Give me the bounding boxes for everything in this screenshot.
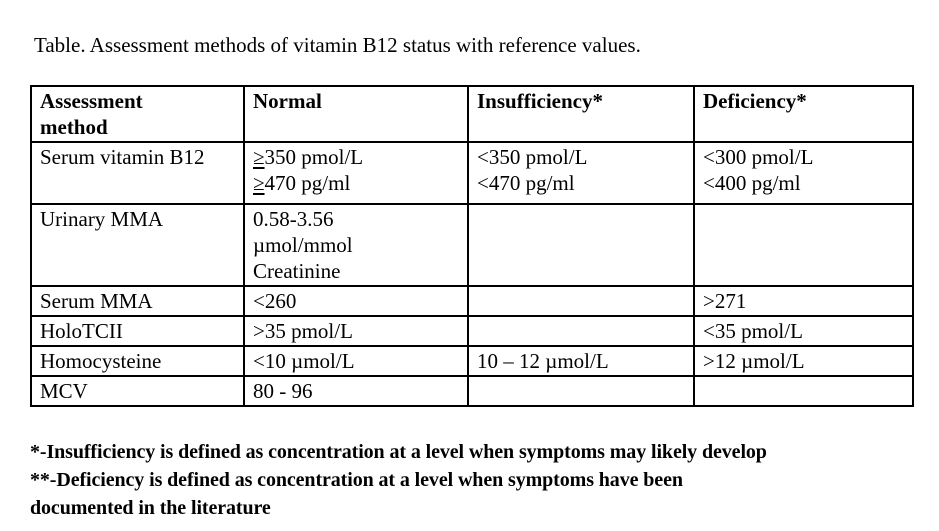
cell-insufficiency: <350 pmol/L <470 pg/ml <box>467 141 695 205</box>
cell-method: Serum vitamin B12 <box>30 141 245 205</box>
cell-normal: >35 pmol/L <box>243 315 469 347</box>
row-homocysteine: Homocysteine <10 µmol/L 10 – 12 µmol/L >… <box>30 345 914 377</box>
cell-insufficiency <box>467 315 695 347</box>
cell-method: Serum MMA <box>30 285 245 317</box>
cell-method: HoloTCII <box>30 315 245 347</box>
header-deficiency: Deficiency* <box>693 85 914 143</box>
cell-method: MCV <box>30 375 245 407</box>
cell-method: Urinary MMA <box>30 203 245 287</box>
cell-deficiency <box>693 375 914 407</box>
cell-normal: 80 - 96 <box>243 375 469 407</box>
cell-insufficiency <box>467 375 695 407</box>
row-serum-mma: Serum MMA <260 >271 <box>30 285 914 317</box>
footnote-deficiency: **-Deficiency is defined as concentratio… <box>30 469 683 519</box>
cell-deficiency: <300 pmol/L <400 pg/ml <box>693 141 914 205</box>
b12-assessment-table: Assessment method Normal Insufficiency* … <box>30 85 914 407</box>
geq-symbol: ≥ <box>253 145 265 169</box>
row-urinary-mma: Urinary MMA 0.58-3.56 µmol/mmol Creatini… <box>30 203 914 287</box>
cell-insufficiency <box>467 285 695 317</box>
table-header-row: Assessment method Normal Insufficiency* … <box>30 85 914 143</box>
cell-normal: 0.58-3.56 µmol/mmol Creatinine <box>243 203 469 287</box>
row-holotcii: HoloTCII >35 pmol/L <35 pmol/L <box>30 315 914 347</box>
cell-method: Homocysteine <box>30 345 245 377</box>
header-insufficiency: Insufficiency* <box>467 85 695 143</box>
cell-normal: ≥350 pmol/L ≥470 pg/ml <box>243 141 469 205</box>
header-normal: Normal <box>243 85 469 143</box>
cell-deficiency: <35 pmol/L <box>693 315 914 347</box>
cell-insufficiency <box>467 203 695 287</box>
header-assessment-method: Assessment method <box>30 85 245 143</box>
geq-symbol: ≥ <box>253 171 265 195</box>
table-caption: Table. Assessment methods of vitamin B12… <box>34 33 641 57</box>
footnote-insufficiency: *-Insufficiency is defined as concentrat… <box>30 441 767 463</box>
footnotes-block: *-Insufficiency is defined as concentrat… <box>30 438 915 522</box>
cell-normal: <260 <box>243 285 469 317</box>
cell-normal: <10 µmol/L <box>243 345 469 377</box>
cell-deficiency: >12 µmol/L <box>693 345 914 377</box>
row-serum-vitamin-b12: Serum vitamin B12 ≥350 pmol/L ≥470 pg/ml… <box>30 141 914 205</box>
cell-deficiency <box>693 203 914 287</box>
cell-insufficiency: 10 – 12 µmol/L <box>467 345 695 377</box>
row-mcv: MCV 80 - 96 <box>30 375 914 407</box>
cell-deficiency: >271 <box>693 285 914 317</box>
